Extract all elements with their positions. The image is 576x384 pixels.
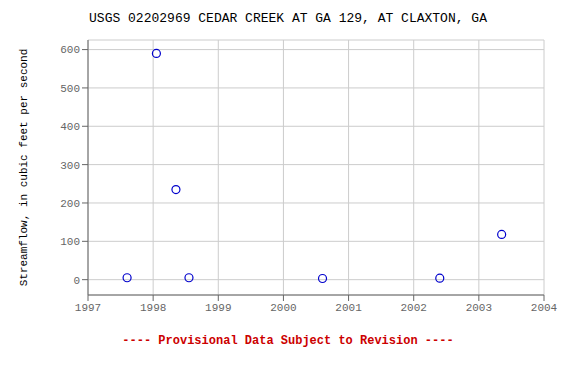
svg-text:200: 200	[60, 198, 80, 210]
svg-text:2001: 2001	[335, 302, 362, 314]
svg-text:1998: 1998	[140, 302, 166, 314]
svg-text:1999: 1999	[205, 302, 231, 314]
svg-text:2002: 2002	[401, 302, 427, 314]
svg-text:300: 300	[60, 160, 80, 172]
svg-text:1997: 1997	[75, 302, 101, 314]
svg-text:0: 0	[73, 275, 80, 287]
svg-text:400: 400	[60, 121, 80, 133]
svg-text:500: 500	[60, 83, 80, 95]
svg-text:Streamflow, in cubic feet per: Streamflow, in cubic feet per second	[18, 49, 30, 287]
html-text:USGS 02202969 CEDAR CREEK AT G: USGS 02202969 CEDAR CREEK AT GA 129, AT …	[89, 11, 487, 26]
svg-text:600: 600	[60, 44, 80, 56]
svg-text:2000: 2000	[270, 302, 296, 314]
html-text:---- Provisional Data Subject: ---- Provisional Data Subject to Revisio…	[122, 334, 454, 348]
svg-text:2003: 2003	[466, 302, 492, 314]
svg-text:100: 100	[60, 236, 80, 248]
svg-text:2004: 2004	[531, 302, 558, 314]
